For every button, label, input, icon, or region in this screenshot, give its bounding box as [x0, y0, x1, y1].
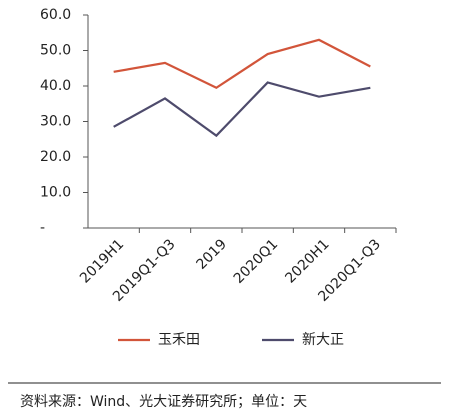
x-tick-label: 2019 [193, 236, 230, 273]
y-tick-label: 10.0 [40, 185, 71, 201]
y-tick-label: 40.0 [40, 78, 71, 94]
series-line [113, 38, 371, 90]
source-note: 资料来源：Wind、光大证券研究所；单位：天 [20, 394, 307, 410]
legend-label: 新大正 [302, 332, 344, 348]
y-tick-label: 30.0 [40, 114, 71, 130]
y-tick-label: 20.0 [40, 149, 71, 165]
x-tick-label: 2019H1 [77, 236, 127, 286]
y-tick-label: - [40, 220, 45, 236]
legend-label: 玉禾田 [158, 332, 200, 348]
series-line [113, 81, 371, 138]
y-tick-label: 60.0 [40, 7, 71, 23]
x-tick-label: 2020Q1 [231, 236, 282, 287]
x-tick-label: 2020H1 [282, 236, 332, 286]
y-tick-label: 50.0 [40, 43, 71, 59]
